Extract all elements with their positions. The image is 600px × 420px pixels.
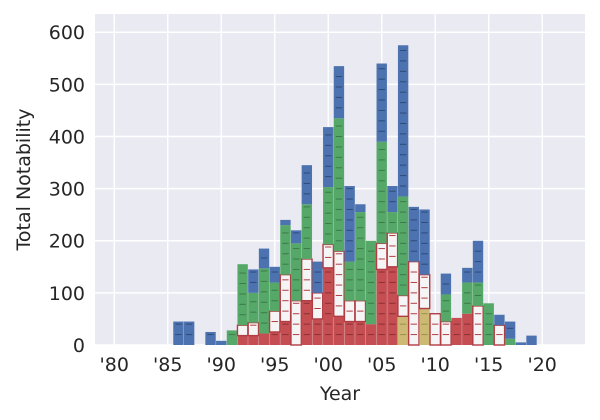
bar-segment-green — [376, 141, 387, 244]
y-tick-label: 600 — [49, 22, 85, 44]
bar-segment-yellow — [419, 308, 430, 345]
bar-segment-red — [387, 266, 398, 345]
y-tick-label: 300 — [49, 179, 85, 201]
bar-segment-blue — [387, 186, 398, 213]
bar-segment-blue — [526, 335, 537, 345]
bar-segment-white — [386, 232, 399, 268]
bar-segment-red — [462, 313, 473, 345]
bar-segment-blue — [344, 186, 355, 262]
bar-segment-blue — [408, 206, 420, 262]
bar-segment-red — [376, 269, 387, 345]
bar-segment-green — [237, 264, 248, 326]
bar-segment-red — [323, 267, 334, 345]
bar-segment-blue — [280, 219, 291, 226]
bar-segment-green — [280, 225, 291, 275]
bar-segment-blue — [258, 248, 270, 269]
bar-segment-white — [493, 324, 506, 346]
bar-segment-green — [504, 338, 516, 345]
bar-segment-blue — [205, 331, 216, 345]
bar-segment-green — [269, 282, 280, 312]
bar-segment-blue — [290, 230, 302, 244]
bar-segment-blue — [248, 269, 259, 293]
x-tick-label: '10 — [421, 354, 450, 376]
bar-segment-blue — [376, 63, 387, 142]
bar-segment-white — [322, 243, 335, 269]
bar-segment-green — [355, 212, 366, 301]
bar-segment-white — [375, 242, 388, 271]
bar-segment-blue — [397, 45, 409, 197]
bar-segment-red — [333, 316, 345, 345]
x-tick-label: '85 — [153, 354, 182, 376]
bar-segment-white — [429, 313, 442, 346]
bar-segment-red — [280, 321, 291, 345]
x-tick-label: '80 — [100, 354, 129, 376]
x-tick-label: '95 — [260, 354, 289, 376]
bar-segment-blue — [515, 342, 526, 345]
bar-segment-green — [258, 268, 270, 334]
y-tick-label: 200 — [49, 231, 85, 253]
x-tick-label: '20 — [528, 354, 557, 376]
bar-segment-green — [397, 196, 409, 296]
bar-segment-white — [418, 273, 431, 310]
bar-segment-white — [236, 324, 249, 337]
x-tick-label: '05 — [367, 354, 396, 376]
bar-segment-blue — [504, 321, 516, 339]
bar-segment-green — [226, 330, 238, 345]
bar-segment-white — [290, 299, 303, 346]
x-tick-label: '90 — [207, 354, 236, 376]
bar-segment-red — [451, 317, 462, 345]
x-tick-label: '15 — [474, 354, 503, 376]
bar-segment-green — [248, 292, 259, 323]
bar-segment-red — [237, 335, 248, 345]
bar-segment-green — [301, 204, 313, 259]
bar-segment-white — [440, 320, 452, 346]
bar-segment-blue — [216, 340, 227, 345]
bar-segment-blue — [312, 261, 323, 293]
bar-segment-red — [312, 318, 323, 345]
bar-segment-blue — [269, 266, 280, 283]
x-axis-label: Year — [319, 383, 360, 405]
bar-segment-blue — [419, 209, 430, 275]
y-tick-label: 400 — [49, 126, 85, 148]
bar-segment-green — [344, 261, 355, 301]
x-tick-label: '00 — [314, 354, 343, 376]
bar-segment-red — [269, 331, 280, 345]
y-tick-label: 500 — [49, 74, 85, 96]
bar-segment-blue — [301, 165, 313, 205]
y-axis-label: Total Notability — [13, 109, 35, 252]
bar-segment-green — [290, 243, 302, 301]
bar-segment-white — [247, 321, 260, 337]
bar-segment-green — [472, 282, 484, 306]
bar-segment-blue — [494, 314, 505, 326]
bar-segment-white — [311, 292, 324, 320]
tick-labels: '80 '85 '90 '95 '00 '05 '10 '15 '20 0 100 200 300 400… — [49, 22, 557, 376]
bar-segment-red — [248, 335, 259, 345]
bar-segment-yellow — [397, 316, 409, 345]
bar-segment-green — [333, 118, 345, 252]
y-tick-label: 0 — [73, 335, 85, 357]
bar-segment-white — [333, 250, 345, 318]
bar-segment-white — [472, 305, 484, 346]
bar-segment-red — [355, 321, 366, 345]
bar-segment-green — [323, 187, 334, 245]
y-tick-label: 100 — [49, 283, 85, 305]
bar-segment-white — [279, 273, 292, 323]
bar-segment-red — [258, 333, 270, 345]
bar-segment-red — [344, 321, 355, 345]
bar-segment-blue — [173, 321, 184, 345]
bar-segment-blue — [183, 321, 195, 345]
bar-segment-red — [301, 300, 313, 345]
bar-segment-green — [440, 294, 452, 322]
bar-segment-green — [462, 282, 473, 314]
bar-segment-blue — [462, 267, 473, 283]
bar-segment-blue — [323, 127, 334, 188]
bar-segment-blue — [355, 204, 366, 213]
bars — [173, 45, 537, 346]
bar-segment-blue — [333, 66, 345, 119]
